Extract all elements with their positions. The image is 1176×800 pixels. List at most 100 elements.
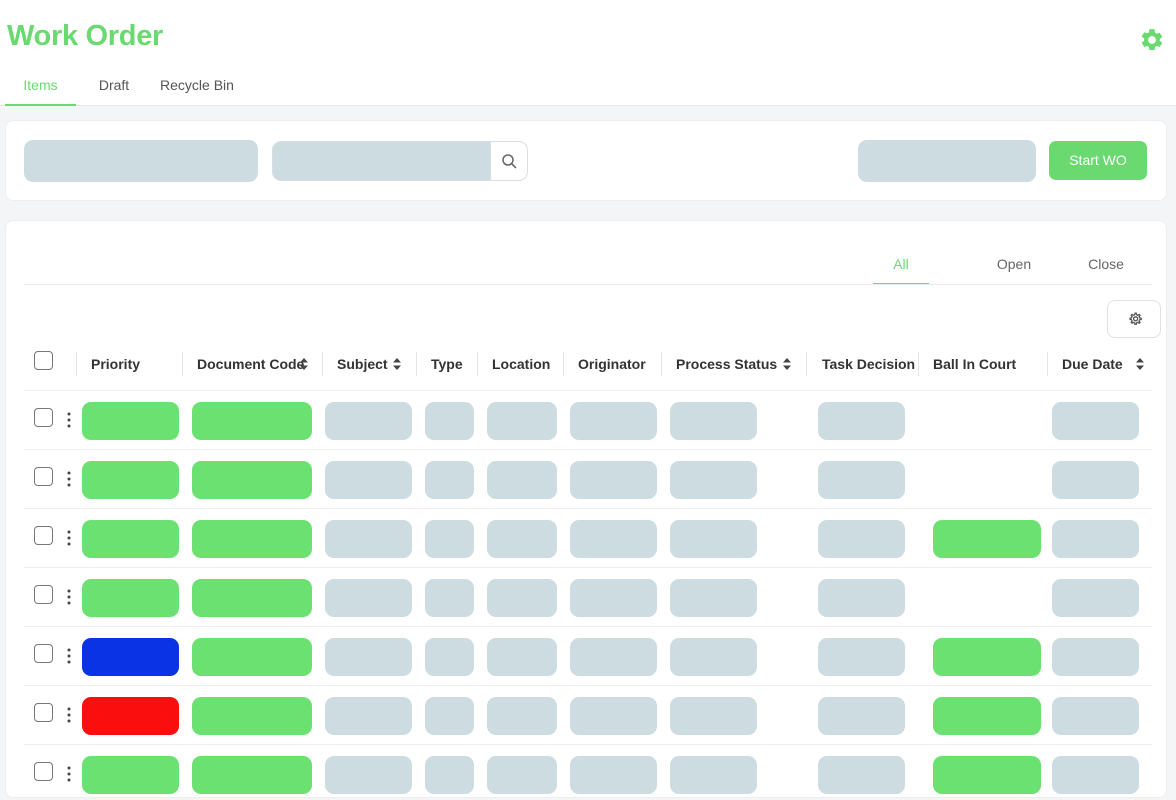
type-cell bbox=[425, 697, 474, 735]
sort-icon[interactable] bbox=[392, 357, 402, 371]
row-divider bbox=[24, 508, 1152, 509]
column-header-due-date[interactable]: Due Date bbox=[1062, 356, 1123, 372]
column-header-priority[interactable]: Priority bbox=[91, 356, 141, 372]
sort-icon[interactable] bbox=[1135, 357, 1145, 371]
ball-in-court-badge bbox=[933, 520, 1041, 558]
type-cell bbox=[425, 579, 474, 617]
row-divider bbox=[24, 744, 1152, 745]
column-divider bbox=[182, 352, 183, 376]
column-settings-button[interactable] bbox=[1107, 300, 1161, 338]
row-checkbox[interactable] bbox=[34, 585, 53, 604]
filter-tab-all[interactable]: All bbox=[873, 251, 929, 285]
select-all-checkbox[interactable] bbox=[34, 351, 53, 370]
process-status-cell bbox=[670, 579, 757, 617]
priority-badge bbox=[82, 579, 179, 617]
row-divider bbox=[24, 449, 1152, 450]
column-header-location[interactable]: Location bbox=[492, 356, 551, 372]
column-header-originator[interactable]: Originator bbox=[578, 356, 646, 372]
kebab-menu-icon[interactable] bbox=[64, 410, 74, 430]
row-divider bbox=[24, 626, 1152, 627]
column-divider bbox=[477, 352, 478, 376]
subject-cell bbox=[325, 402, 412, 440]
tab-recycle-bin[interactable]: Recycle Bin bbox=[160, 77, 234, 93]
location-cell bbox=[487, 520, 557, 558]
location-cell bbox=[487, 579, 557, 617]
row-divider bbox=[24, 685, 1152, 686]
location-cell bbox=[487, 756, 557, 794]
originator-cell bbox=[570, 461, 657, 499]
column-divider bbox=[416, 352, 417, 376]
process-status-cell bbox=[670, 461, 757, 499]
toolbar-card: Start WO bbox=[5, 120, 1167, 201]
document-code-cell bbox=[192, 638, 312, 676]
due-date-cell bbox=[1052, 520, 1139, 558]
process-status-cell bbox=[670, 756, 757, 794]
column-divider bbox=[563, 352, 564, 376]
column-header-process-status[interactable]: Process Status bbox=[676, 356, 778, 372]
ball-in-court-badge bbox=[933, 638, 1041, 676]
process-status-cell bbox=[670, 520, 757, 558]
filter-select[interactable] bbox=[24, 140, 258, 182]
subject-cell bbox=[325, 579, 412, 617]
document-code-cell bbox=[192, 697, 312, 735]
sort-icon[interactable] bbox=[299, 357, 309, 371]
page-header: Work Order Items Draft Recycle Bin bbox=[0, 0, 1176, 106]
task-decision-cell bbox=[818, 520, 905, 558]
location-cell bbox=[487, 697, 557, 735]
kebab-menu-icon[interactable] bbox=[64, 528, 74, 548]
column-header-task-decision[interactable]: Task Decision bbox=[822, 356, 916, 372]
subject-cell bbox=[325, 697, 412, 735]
document-code-cell bbox=[192, 520, 312, 558]
row-divider bbox=[24, 390, 1152, 391]
ball-in-court-badge bbox=[933, 756, 1041, 794]
priority-badge bbox=[82, 402, 179, 440]
column-header-type[interactable]: Type bbox=[431, 356, 463, 372]
secondary-select[interactable] bbox=[858, 140, 1036, 182]
column-divider bbox=[1047, 352, 1048, 376]
search-input[interactable] bbox=[272, 141, 528, 181]
gear-icon bbox=[1129, 312, 1142, 326]
due-date-cell bbox=[1052, 756, 1139, 794]
sort-icon[interactable] bbox=[782, 357, 792, 371]
tab-items[interactable]: Items bbox=[5, 70, 76, 106]
column-divider bbox=[918, 352, 919, 376]
location-cell bbox=[487, 638, 557, 676]
document-code-cell bbox=[192, 579, 312, 617]
kebab-menu-icon[interactable] bbox=[64, 587, 74, 607]
due-date-cell bbox=[1052, 697, 1139, 735]
tab-draft[interactable]: Draft bbox=[98, 77, 130, 93]
search-button[interactable] bbox=[490, 142, 527, 180]
row-checkbox[interactable] bbox=[34, 762, 53, 781]
document-code-cell bbox=[192, 756, 312, 794]
kebab-menu-icon[interactable] bbox=[64, 705, 74, 725]
column-divider bbox=[806, 352, 807, 376]
kebab-menu-icon[interactable] bbox=[64, 646, 74, 666]
location-cell bbox=[487, 402, 557, 440]
start-wo-button[interactable]: Start WO bbox=[1049, 141, 1147, 180]
task-decision-cell bbox=[818, 402, 905, 440]
column-header-ball-in-court[interactable]: Ball In Court bbox=[933, 356, 1017, 372]
type-cell bbox=[425, 520, 474, 558]
row-checkbox[interactable] bbox=[34, 408, 53, 427]
column-divider bbox=[76, 352, 77, 376]
document-code-cell bbox=[192, 461, 312, 499]
originator-cell bbox=[570, 756, 657, 794]
row-checkbox[interactable] bbox=[34, 467, 53, 486]
column-header-subject[interactable]: Subject bbox=[337, 356, 388, 372]
task-decision-cell bbox=[818, 461, 905, 499]
row-checkbox[interactable] bbox=[34, 703, 53, 722]
originator-cell bbox=[570, 697, 657, 735]
gear-icon[interactable] bbox=[1139, 27, 1165, 53]
process-status-cell bbox=[670, 638, 757, 676]
row-checkbox[interactable] bbox=[34, 644, 53, 663]
column-header-document-code[interactable]: Document Code bbox=[197, 356, 305, 372]
filter-tab-close[interactable]: Close bbox=[1088, 256, 1124, 272]
row-checkbox[interactable] bbox=[34, 526, 53, 545]
due-date-cell bbox=[1052, 461, 1139, 499]
document-code-cell bbox=[192, 402, 312, 440]
kebab-menu-icon[interactable] bbox=[64, 764, 74, 784]
filter-tab-open[interactable]: Open bbox=[996, 256, 1032, 272]
page-title: Work Order bbox=[7, 20, 164, 52]
filter-divider bbox=[24, 284, 1152, 285]
kebab-menu-icon[interactable] bbox=[64, 469, 74, 489]
